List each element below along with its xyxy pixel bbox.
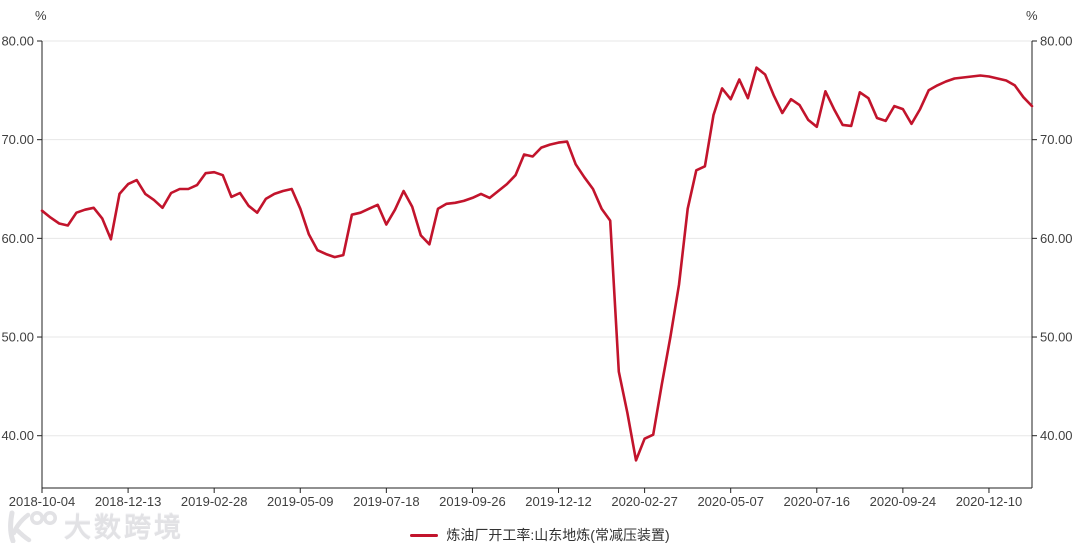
x-tick-label: 2018-10-04 [9, 494, 76, 509]
y-tick-label-left: 50.00 [1, 330, 34, 345]
legend-line-swatch [410, 533, 439, 537]
x-tick-label: 2019-05-09 [267, 494, 334, 509]
x-tick-label: 2019-12-12 [525, 494, 592, 509]
y-tick-label-left: 80.00 [1, 34, 34, 49]
x-tick-label: 2020-05-07 [697, 494, 764, 509]
x-tick-label: 2018-12-13 [95, 494, 162, 509]
y-tick-label-left: 70.00 [1, 132, 34, 147]
watermark: 大数跨境 [6, 506, 184, 545]
y-tick-label-right: 70.00 [1040, 132, 1073, 147]
x-tick-label: 2019-02-28 [181, 494, 248, 509]
y-tick-label-right: 50.00 [1040, 330, 1073, 345]
watermark-text: 大数跨境 [64, 513, 184, 543]
series-line[interactable] [40, 66, 1034, 462]
y-tick-label-right: 80.00 [1040, 34, 1073, 49]
y-tick-label-right: 40.00 [1040, 428, 1073, 443]
y-tick-label-left: 60.00 [1, 231, 34, 246]
legend[interactable]: 炼油厂开工率:山东地炼(常减压装置) [0, 528, 1080, 542]
x-tick-label: 2020-07-16 [784, 494, 851, 509]
watermark-logo-icon [8, 510, 57, 543]
y-tick-label-left: 40.00 [1, 428, 34, 443]
x-tick-label: 2020-02-27 [611, 494, 678, 509]
x-tick-label: 2019-07-18 [353, 494, 420, 509]
x-tick-label: 2020-09-24 [870, 494, 937, 509]
x-tick-label: 2020-12-10 [956, 494, 1023, 509]
legend-label: 炼油厂开工率:山东地炼(常减压装置) [446, 527, 670, 543]
y-tick-label-right: 60.00 [1040, 231, 1073, 246]
y-axis-unit-right: % [1026, 8, 1038, 23]
x-tick-label: 2019-09-26 [439, 494, 506, 509]
y-axis-unit-left: % [35, 8, 47, 23]
